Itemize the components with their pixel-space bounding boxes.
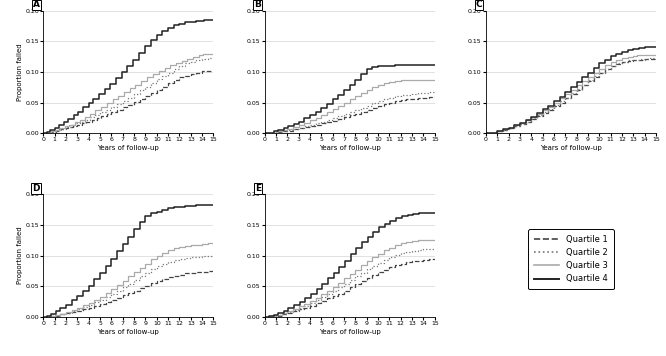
X-axis label: Years of follow-up: Years of follow-up (319, 145, 380, 151)
Y-axis label: Proportion failed: Proportion failed (17, 227, 23, 284)
Y-axis label: Proportion failed: Proportion failed (17, 43, 23, 101)
X-axis label: Years of follow-up: Years of follow-up (97, 329, 159, 335)
X-axis label: Years of follow-up: Years of follow-up (97, 145, 159, 151)
Text: B: B (254, 0, 261, 10)
Text: E: E (255, 184, 261, 193)
Text: C: C (476, 0, 482, 10)
X-axis label: Years of follow-up: Years of follow-up (540, 145, 602, 151)
Text: A: A (33, 0, 40, 10)
X-axis label: Years of follow-up: Years of follow-up (319, 329, 380, 335)
Legend: Quartile 1, Quartile 2, Quartile 3, Quartile 4: Quartile 1, Quartile 2, Quartile 3, Quar… (528, 229, 613, 289)
Text: D: D (33, 184, 40, 193)
